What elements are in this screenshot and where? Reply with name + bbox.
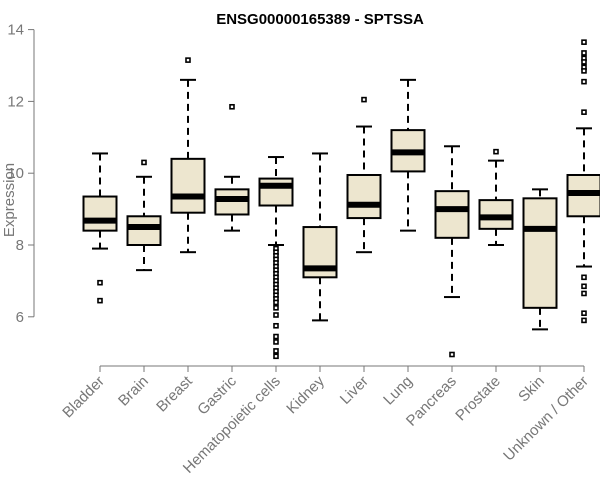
iqr-box: [82, 195, 118, 232]
box-lung: [390, 78, 426, 232]
outlier-point: [229, 103, 235, 110]
outlier-point: [581, 50, 587, 56]
iqr-box: [126, 215, 162, 246]
outlier-point: [581, 78, 587, 85]
outlier-point: [273, 305, 279, 311]
y-tick-label: 14: [7, 22, 24, 39]
outlier-point: [449, 351, 455, 358]
box-brain: [126, 159, 162, 272]
iqr-box: [434, 190, 470, 239]
box-unknown-other: [566, 39, 600, 324]
outlier-point: [185, 57, 191, 63]
y-tick-label: 6: [16, 309, 24, 326]
box-series: [82, 39, 600, 360]
outlier-point: [273, 322, 279, 329]
outlier-point: [97, 297, 103, 304]
y-tick-label: 10: [7, 165, 24, 182]
iqr-box: [522, 197, 558, 309]
box-gastric: [214, 103, 250, 232]
box-pancreas: [434, 145, 470, 358]
iqr-box: [170, 157, 206, 214]
box-bladder: [82, 152, 118, 304]
x-tick-label: Skin: [515, 373, 548, 406]
outlier-point: [273, 333, 279, 340]
outlier-point: [581, 290, 587, 297]
outlier-point: [141, 159, 147, 166]
outlier-point: [581, 274, 587, 281]
outlier-point: [581, 109, 587, 115]
box-breast: [170, 57, 206, 254]
outlier-point: [273, 348, 279, 354]
x-tick-label: Prostate: [452, 373, 504, 425]
y-axis-title: Expression: [1, 163, 18, 237]
outlier-point: [581, 310, 587, 317]
outlier-point: [581, 39, 587, 45]
y-tick-label: 8: [16, 237, 24, 254]
chart-title: ENSG00000165389 - SPTSSA: [216, 11, 424, 28]
outlier-point: [493, 148, 499, 155]
x-tick-label: Lung: [380, 373, 416, 409]
iqr-box: [346, 173, 382, 220]
box-liver: [346, 96, 382, 254]
outlier-point: [581, 59, 587, 65]
box-hematopoietic-cells: [258, 156, 294, 360]
iqr-box: [258, 177, 294, 207]
x-tick-label: Kidney: [283, 372, 328, 417]
x-tick-label: Breast: [153, 372, 196, 415]
outlier-point: [273, 312, 279, 318]
x-tick-label: Liver: [337, 373, 372, 408]
box-prostate: [478, 148, 514, 246]
outlier-point: [97, 279, 103, 286]
x-tick-label: Bladder: [59, 373, 108, 422]
outlier-point: [581, 283, 587, 290]
y-axis: 6 8 10 12 14: [7, 22, 35, 326]
outlier-point: [273, 353, 279, 360]
box-skin: [522, 188, 558, 331]
outlier-point: [581, 317, 587, 324]
outlier-point: [581, 68, 587, 74]
x-tick-label: Brain: [115, 373, 152, 410]
outlier-point: [273, 339, 279, 345]
box-kidney: [302, 152, 338, 322]
outlier-point: [273, 299, 279, 306]
y-tick-label: 12: [7, 93, 24, 110]
outlier-point: [361, 96, 367, 103]
